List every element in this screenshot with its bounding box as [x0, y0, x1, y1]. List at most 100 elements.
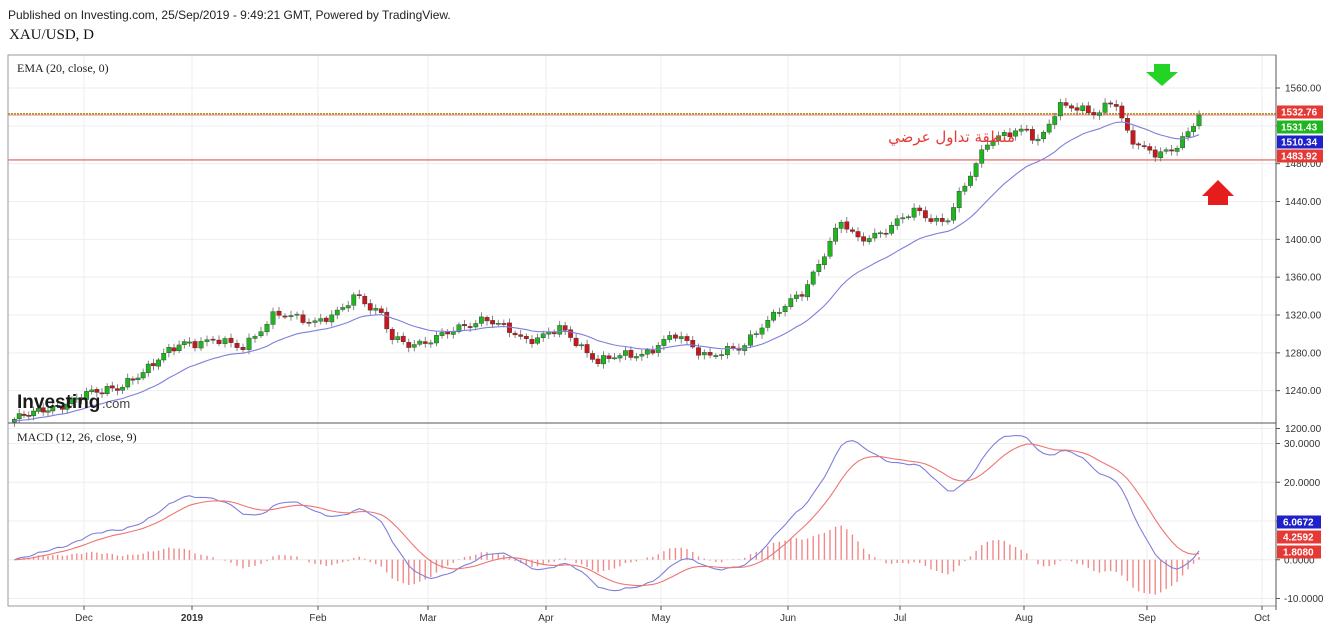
- candle: [176, 340, 182, 354]
- candle-body: [1158, 151, 1164, 159]
- candle: [462, 319, 467, 330]
- candle-body: [1108, 102, 1114, 105]
- candle-body: [79, 397, 85, 400]
- candle: [776, 307, 782, 317]
- candle-body: [568, 329, 574, 338]
- candle: [258, 326, 264, 339]
- candle: [562, 321, 568, 335]
- candle: [45, 407, 51, 418]
- candle-body: [990, 140, 996, 146]
- candle: [340, 303, 346, 312]
- candle: [246, 333, 252, 355]
- candle-body: [55, 405, 61, 407]
- candle-body: [384, 311, 390, 330]
- candle: [60, 402, 65, 414]
- candle: [40, 402, 46, 416]
- macd-indicator-label[interactable]: MACD (12, 26, close, 9): [17, 430, 137, 444]
- candle: [684, 333, 690, 345]
- candle-body: [724, 346, 730, 356]
- time-axis: Dec 2019 Feb Mar Apr May Jun Jul Aug Sep Oct: [75, 606, 1270, 624]
- macd-tick-label: -10.0000: [1284, 594, 1324, 605]
- candle: [612, 352, 617, 361]
- candle: [373, 304, 379, 315]
- candle: [11, 417, 17, 427]
- candle: [1125, 114, 1130, 133]
- candle: [1018, 124, 1024, 136]
- candle-body: [422, 341, 428, 344]
- candle-body: [378, 308, 384, 313]
- ema-indicator-label[interactable]: EMA (20, close, 0): [17, 61, 109, 75]
- candle-body: [612, 357, 617, 360]
- candle-body: [906, 216, 911, 219]
- candle-body: [166, 346, 172, 354]
- candle: [623, 346, 628, 361]
- price-badge: 1510.34: [1277, 135, 1323, 149]
- candle: [484, 315, 490, 326]
- candle-body: [400, 335, 406, 342]
- candle: [883, 228, 889, 238]
- candle-body: [557, 325, 563, 335]
- candle: [906, 214, 911, 220]
- candle: [523, 333, 529, 344]
- candle: [844, 216, 850, 234]
- candle-body: [782, 306, 788, 312]
- candle: [166, 343, 172, 358]
- candle-body: [623, 350, 628, 356]
- candle-body: [478, 316, 484, 324]
- candle-body: [434, 335, 439, 344]
- candle-body: [584, 344, 590, 354]
- candle-body: [799, 294, 805, 297]
- candle-body: [628, 349, 634, 358]
- candle: [187, 337, 192, 347]
- candle: [140, 368, 146, 381]
- candle: [456, 322, 462, 334]
- candle-body: [258, 331, 264, 337]
- candle: [805, 279, 811, 301]
- candle: [579, 342, 584, 350]
- price-levels: [8, 113, 1276, 161]
- candle: [1063, 98, 1069, 108]
- candle: [282, 313, 288, 320]
- candle: [861, 232, 867, 246]
- candle: [26, 411, 32, 421]
- candle-body: [462, 324, 467, 327]
- candle-body: [1097, 112, 1102, 116]
- candle: [171, 343, 177, 356]
- candle-body: [216, 339, 222, 344]
- candle: [799, 291, 805, 302]
- price-tick-label: 1280.00: [1285, 348, 1322, 359]
- candle: [434, 331, 439, 347]
- candle: [707, 347, 713, 359]
- candle-body: [1041, 132, 1046, 140]
- price-tick-label: 1440.00: [1285, 197, 1322, 208]
- candle: [838, 219, 844, 234]
- candle-body: [300, 314, 306, 323]
- candle-body: [850, 229, 855, 232]
- candle-body: [1125, 118, 1130, 131]
- candle-body: [759, 327, 765, 335]
- candle-body: [529, 339, 535, 344]
- price-tick-label: 1360.00: [1285, 273, 1322, 284]
- candle-body: [855, 231, 861, 238]
- candles[interactable]: [11, 98, 1202, 427]
- candle-body: [878, 232, 883, 235]
- chart-border: [7, 54, 1277, 607]
- candle: [94, 387, 100, 397]
- candle-body: [979, 149, 985, 164]
- candle: [628, 346, 634, 361]
- candle-body: [120, 387, 125, 391]
- candle-body: [753, 333, 759, 336]
- candle-body: [222, 338, 228, 344]
- candle: [99, 388, 105, 399]
- candle: [135, 373, 141, 385]
- candle: [1136, 141, 1142, 150]
- candle: [889, 221, 895, 236]
- candle: [210, 336, 216, 344]
- candle-body: [395, 336, 401, 340]
- candle: [1147, 143, 1153, 154]
- price-badge-box: [1277, 105, 1323, 119]
- candle-body: [1013, 130, 1018, 137]
- candle-body: [428, 342, 434, 345]
- price-badge-label: 1532.76: [1281, 108, 1318, 119]
